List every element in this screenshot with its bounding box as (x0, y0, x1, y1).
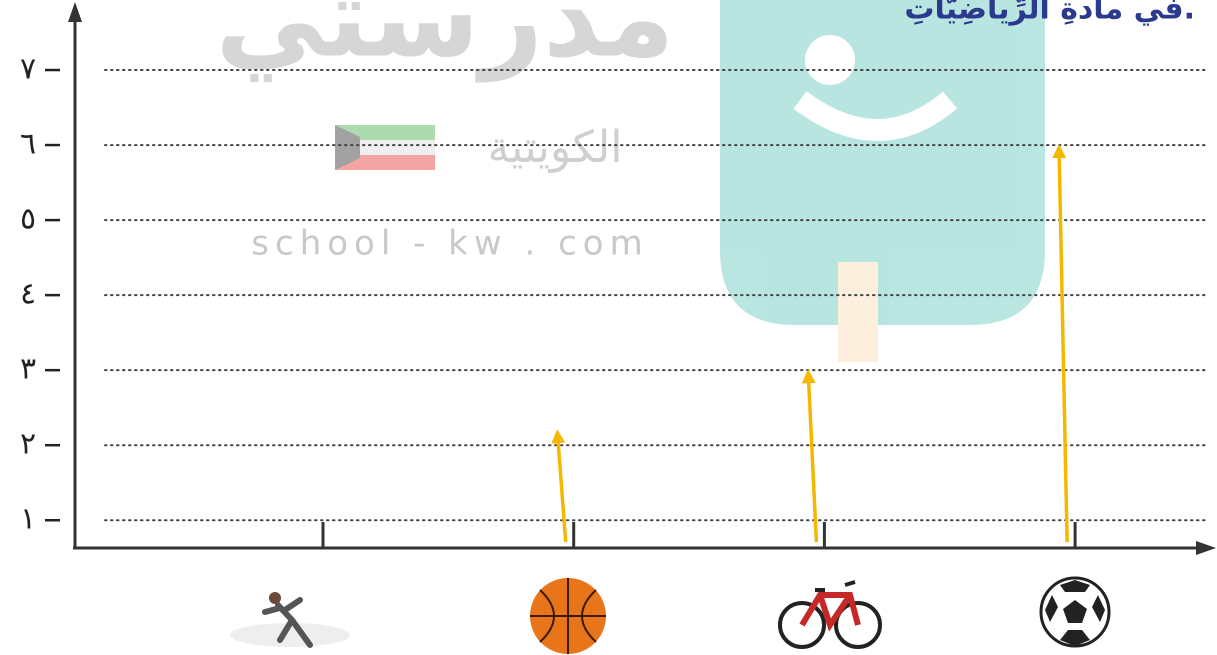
arrow-bar (801, 369, 819, 543)
x-axis-arrow (1196, 541, 1216, 555)
watermark-text: مدرستي (215, 0, 674, 82)
runner-icon (230, 592, 350, 648)
chart-title: في مادةِ الرِّياضِيَّاتِ. (904, 0, 1195, 27)
y-tick-label: ١ (20, 502, 36, 537)
arrow-bar (1052, 144, 1069, 543)
bicycle-icon (778, 580, 882, 649)
y-tick-label: ٦ (20, 127, 36, 162)
y-tick-label: ٧ (20, 52, 36, 87)
y-tick-label: ٢ (20, 427, 36, 462)
watermark-text: الكويتية (487, 122, 622, 173)
soccer-ball-icon (1039, 576, 1111, 648)
y-tick-label: ٤ (20, 277, 36, 312)
y-tick-label: ٣ (20, 352, 36, 387)
basketball-icon (530, 578, 606, 654)
watermark-logo (720, 0, 1045, 362)
watermark-text: school - kw . com (251, 224, 648, 264)
arrow-bar (551, 429, 568, 543)
y-tick-label: ٥ (20, 202, 36, 237)
y-axis-arrow (68, 2, 82, 22)
watermark-flag (335, 125, 435, 170)
